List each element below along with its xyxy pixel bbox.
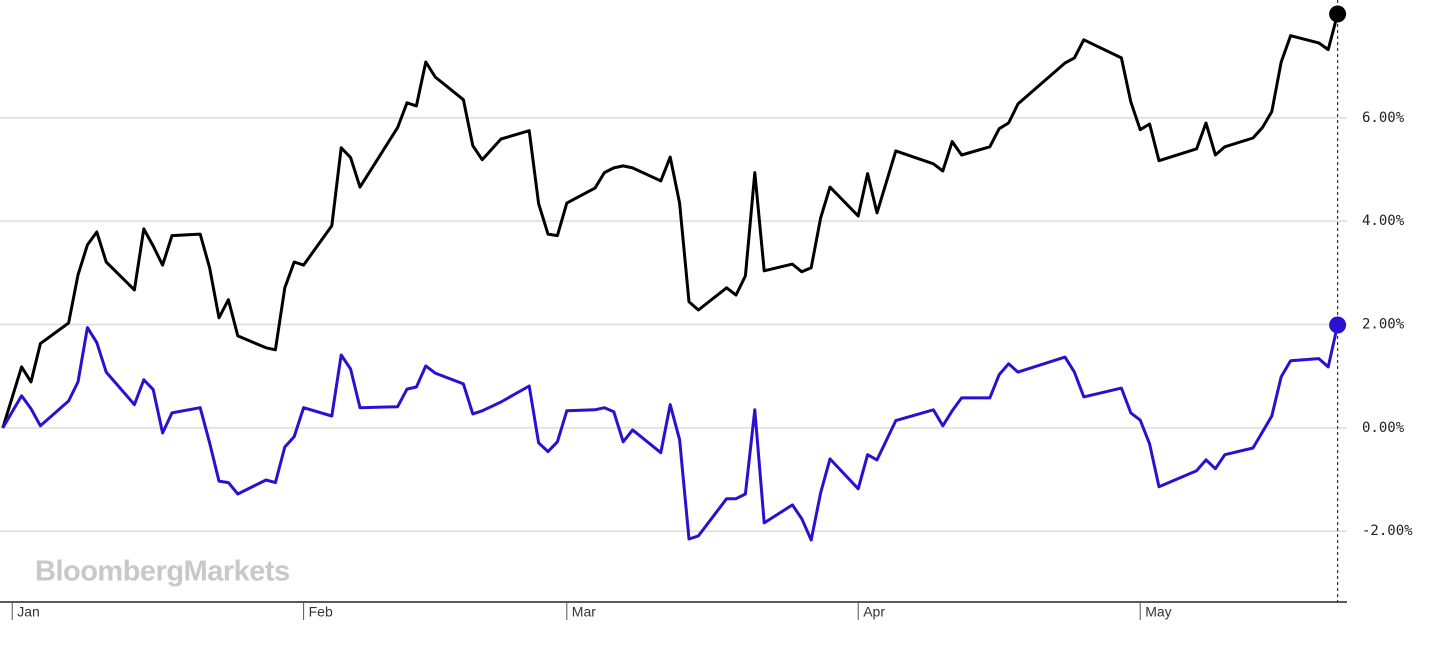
- watermark: BloombergMarkets: [35, 556, 290, 588]
- x-tick-label: Mar: [572, 604, 596, 620]
- end-dot: [1329, 5, 1347, 23]
- x-tick-label: Jan: [17, 604, 40, 620]
- x-tick-label: Feb: [309, 604, 333, 620]
- series-line: [1, 13, 1340, 429]
- y-tick-label: 2.00%: [1362, 317, 1405, 333]
- end-dot: [1329, 316, 1347, 334]
- y-tick-label: 6.00%: [1362, 110, 1405, 126]
- y-tick-label: 0.00%: [1362, 420, 1405, 436]
- x-tick-label: May: [1145, 604, 1171, 620]
- x-tick-label: Apr: [863, 604, 885, 620]
- y-tick-label: -2.00%: [1362, 523, 1413, 539]
- y-tick-label: 4.00%: [1362, 213, 1405, 229]
- series-line: [1, 324, 1340, 542]
